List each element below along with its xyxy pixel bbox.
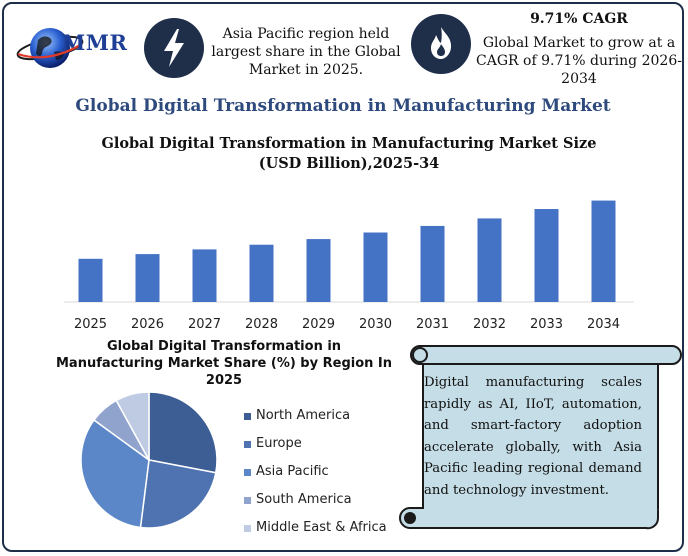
pie-chart-title: Global Digital Transformation in Manufac… (55, 339, 393, 388)
x-tick-label: 2033 (530, 317, 563, 332)
legend-swatch (244, 413, 251, 420)
legend-swatch (244, 497, 251, 504)
legend-label: South America (256, 492, 352, 507)
cagr-highlight: Global Market to grow at a CAGR of 9.71%… (476, 35, 682, 87)
x-tick-label: 2030 (359, 317, 392, 332)
legend-label: Asia Pacific (256, 464, 329, 479)
page-title: Global Digital Transformation in Manufac… (75, 96, 611, 116)
legend-swatch (244, 441, 251, 448)
bar-2026 (135, 254, 160, 302)
flame-badge (411, 14, 471, 74)
x-tick-label: 2026 (131, 317, 164, 332)
bar-2025 (78, 258, 103, 302)
bar-2033 (534, 209, 559, 302)
pie-slice-middle-east-africa (115, 391, 150, 461)
bar-2030 (363, 232, 388, 302)
x-tick-label: 2027 (188, 317, 221, 332)
bar-2032 (477, 218, 502, 302)
legend-label: Europe (256, 436, 302, 451)
x-tick-label: 2029 (302, 317, 335, 332)
bar-chart-title: Global Digital Transformation in Manufac… (101, 135, 597, 172)
scroll-callout-shape (399, 345, 682, 530)
lightning-bolt-badge (144, 18, 204, 78)
x-tick-label: 2032 (473, 317, 506, 332)
x-tick-label: 2028 (245, 317, 278, 332)
x-tick-label: 2034 (587, 317, 620, 332)
pie-slice-europe (139, 459, 217, 529)
regional-share-pie-chart (80, 391, 218, 529)
legend-label: Middle East & Africa (256, 520, 387, 535)
pie-slice-asia-pacific (80, 418, 150, 529)
cagr-title: 9.71% CAGR (530, 11, 628, 27)
market-size-bar-chart: 2025 2026 2027 2028 2029 2030 2031 2032 2033 2034 (64, 200, 634, 332)
flame-icon (431, 27, 452, 59)
bar-2034 (591, 200, 616, 302)
legend-swatch (244, 469, 251, 476)
pie-slice-north-america (148, 391, 218, 474)
legend-label: North America (256, 408, 351, 423)
bar-2031 (420, 225, 445, 302)
bar-2029 (306, 239, 331, 302)
lightning-bolt-icon (164, 29, 184, 67)
x-tick-label: 2025 (74, 317, 107, 332)
asia-pacific-highlight: Asia Pacific region held largest share i… (211, 26, 401, 78)
brand-name: MMR (62, 30, 128, 55)
bar-2028 (249, 244, 274, 302)
x-tick-label: 2031 (416, 317, 449, 332)
legend-swatch (244, 525, 251, 532)
mmr-globe-logo (16, 28, 84, 68)
bar-2027 (192, 249, 217, 302)
callout-text: Digital manufacturing scales rapidly as … (424, 375, 642, 498)
